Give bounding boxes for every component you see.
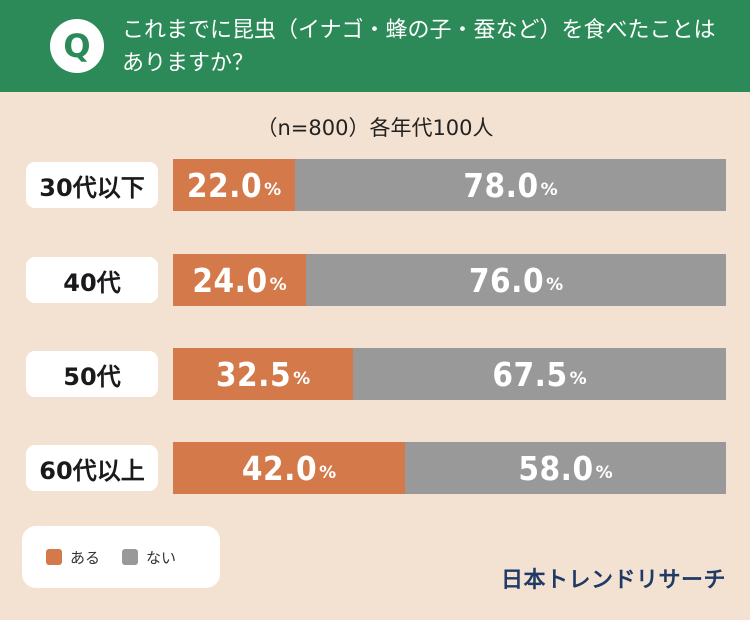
legend-label-yes: ある [70, 548, 101, 567]
legend-item-no: ない [122, 547, 176, 568]
data-label-value: 22.0 [186, 165, 263, 205]
category-label: 30代以下 [26, 162, 158, 208]
bar-row: 42.0% 58.0% [173, 442, 726, 494]
bar-segment-no: 58.0% [405, 442, 726, 494]
data-label-value: 76.0 [468, 260, 545, 300]
bar-row: 22.0% 78.0% [173, 159, 726, 211]
question-badge: Q [50, 19, 104, 73]
bar-segment-yes: 24.0% [173, 254, 306, 306]
data-label-unit: % [264, 180, 282, 200]
data-label-unit: % [319, 463, 337, 483]
data-label-value: 58.0 [518, 448, 594, 488]
bar-segment-no: 67.5% [353, 348, 726, 400]
data-label-value: 42.0 [241, 448, 318, 488]
question-text: これまでに昆虫（イナゴ・蜂の子・蚕など）を食べたことはありますか？ [122, 18, 716, 76]
data-label-value: 67.5 [492, 354, 568, 394]
legend-label-no: ない [146, 548, 177, 567]
bar-segment-yes: 32.5% [173, 348, 353, 400]
legend-swatch-yes [46, 549, 62, 565]
data-label-value: 32.5 [215, 354, 292, 394]
bar-segment-no: 78.0% [295, 159, 726, 211]
bar-segment-yes: 42.0% [173, 442, 405, 494]
bar-row: 32.5% 67.5% [173, 348, 726, 400]
bar-segment-yes: 22.0% [173, 159, 295, 211]
legend: ある ない [22, 526, 220, 588]
data-label-value: 78.0 [463, 165, 539, 205]
legend-item-yes: ある [46, 547, 100, 568]
data-label-value: 24.0 [192, 260, 268, 300]
data-label-unit: % [569, 369, 587, 389]
data-label-unit: % [546, 275, 564, 295]
bar-row: 24.0% 76.0% [173, 254, 726, 306]
brand-logo: 日本トレンドリサーチ [500, 568, 726, 593]
data-label-unit: % [269, 275, 287, 295]
legend-swatch-no [122, 549, 139, 565]
category-label: 60代以上 [26, 445, 158, 491]
data-label-unit: % [595, 463, 613, 483]
category-label: 50代 [26, 351, 158, 397]
sample-size-note: （n=800）各年代100人 [256, 116, 494, 140]
category-label: 40代 [26, 257, 158, 303]
bar-segment-no: 76.0% [306, 254, 726, 306]
data-label-unit: % [540, 180, 558, 200]
data-label-unit: % [293, 369, 311, 389]
question-header: Q これまでに昆虫（イナゴ・蜂の子・蚕など）を食べたことはありますか？ [0, 0, 750, 92]
